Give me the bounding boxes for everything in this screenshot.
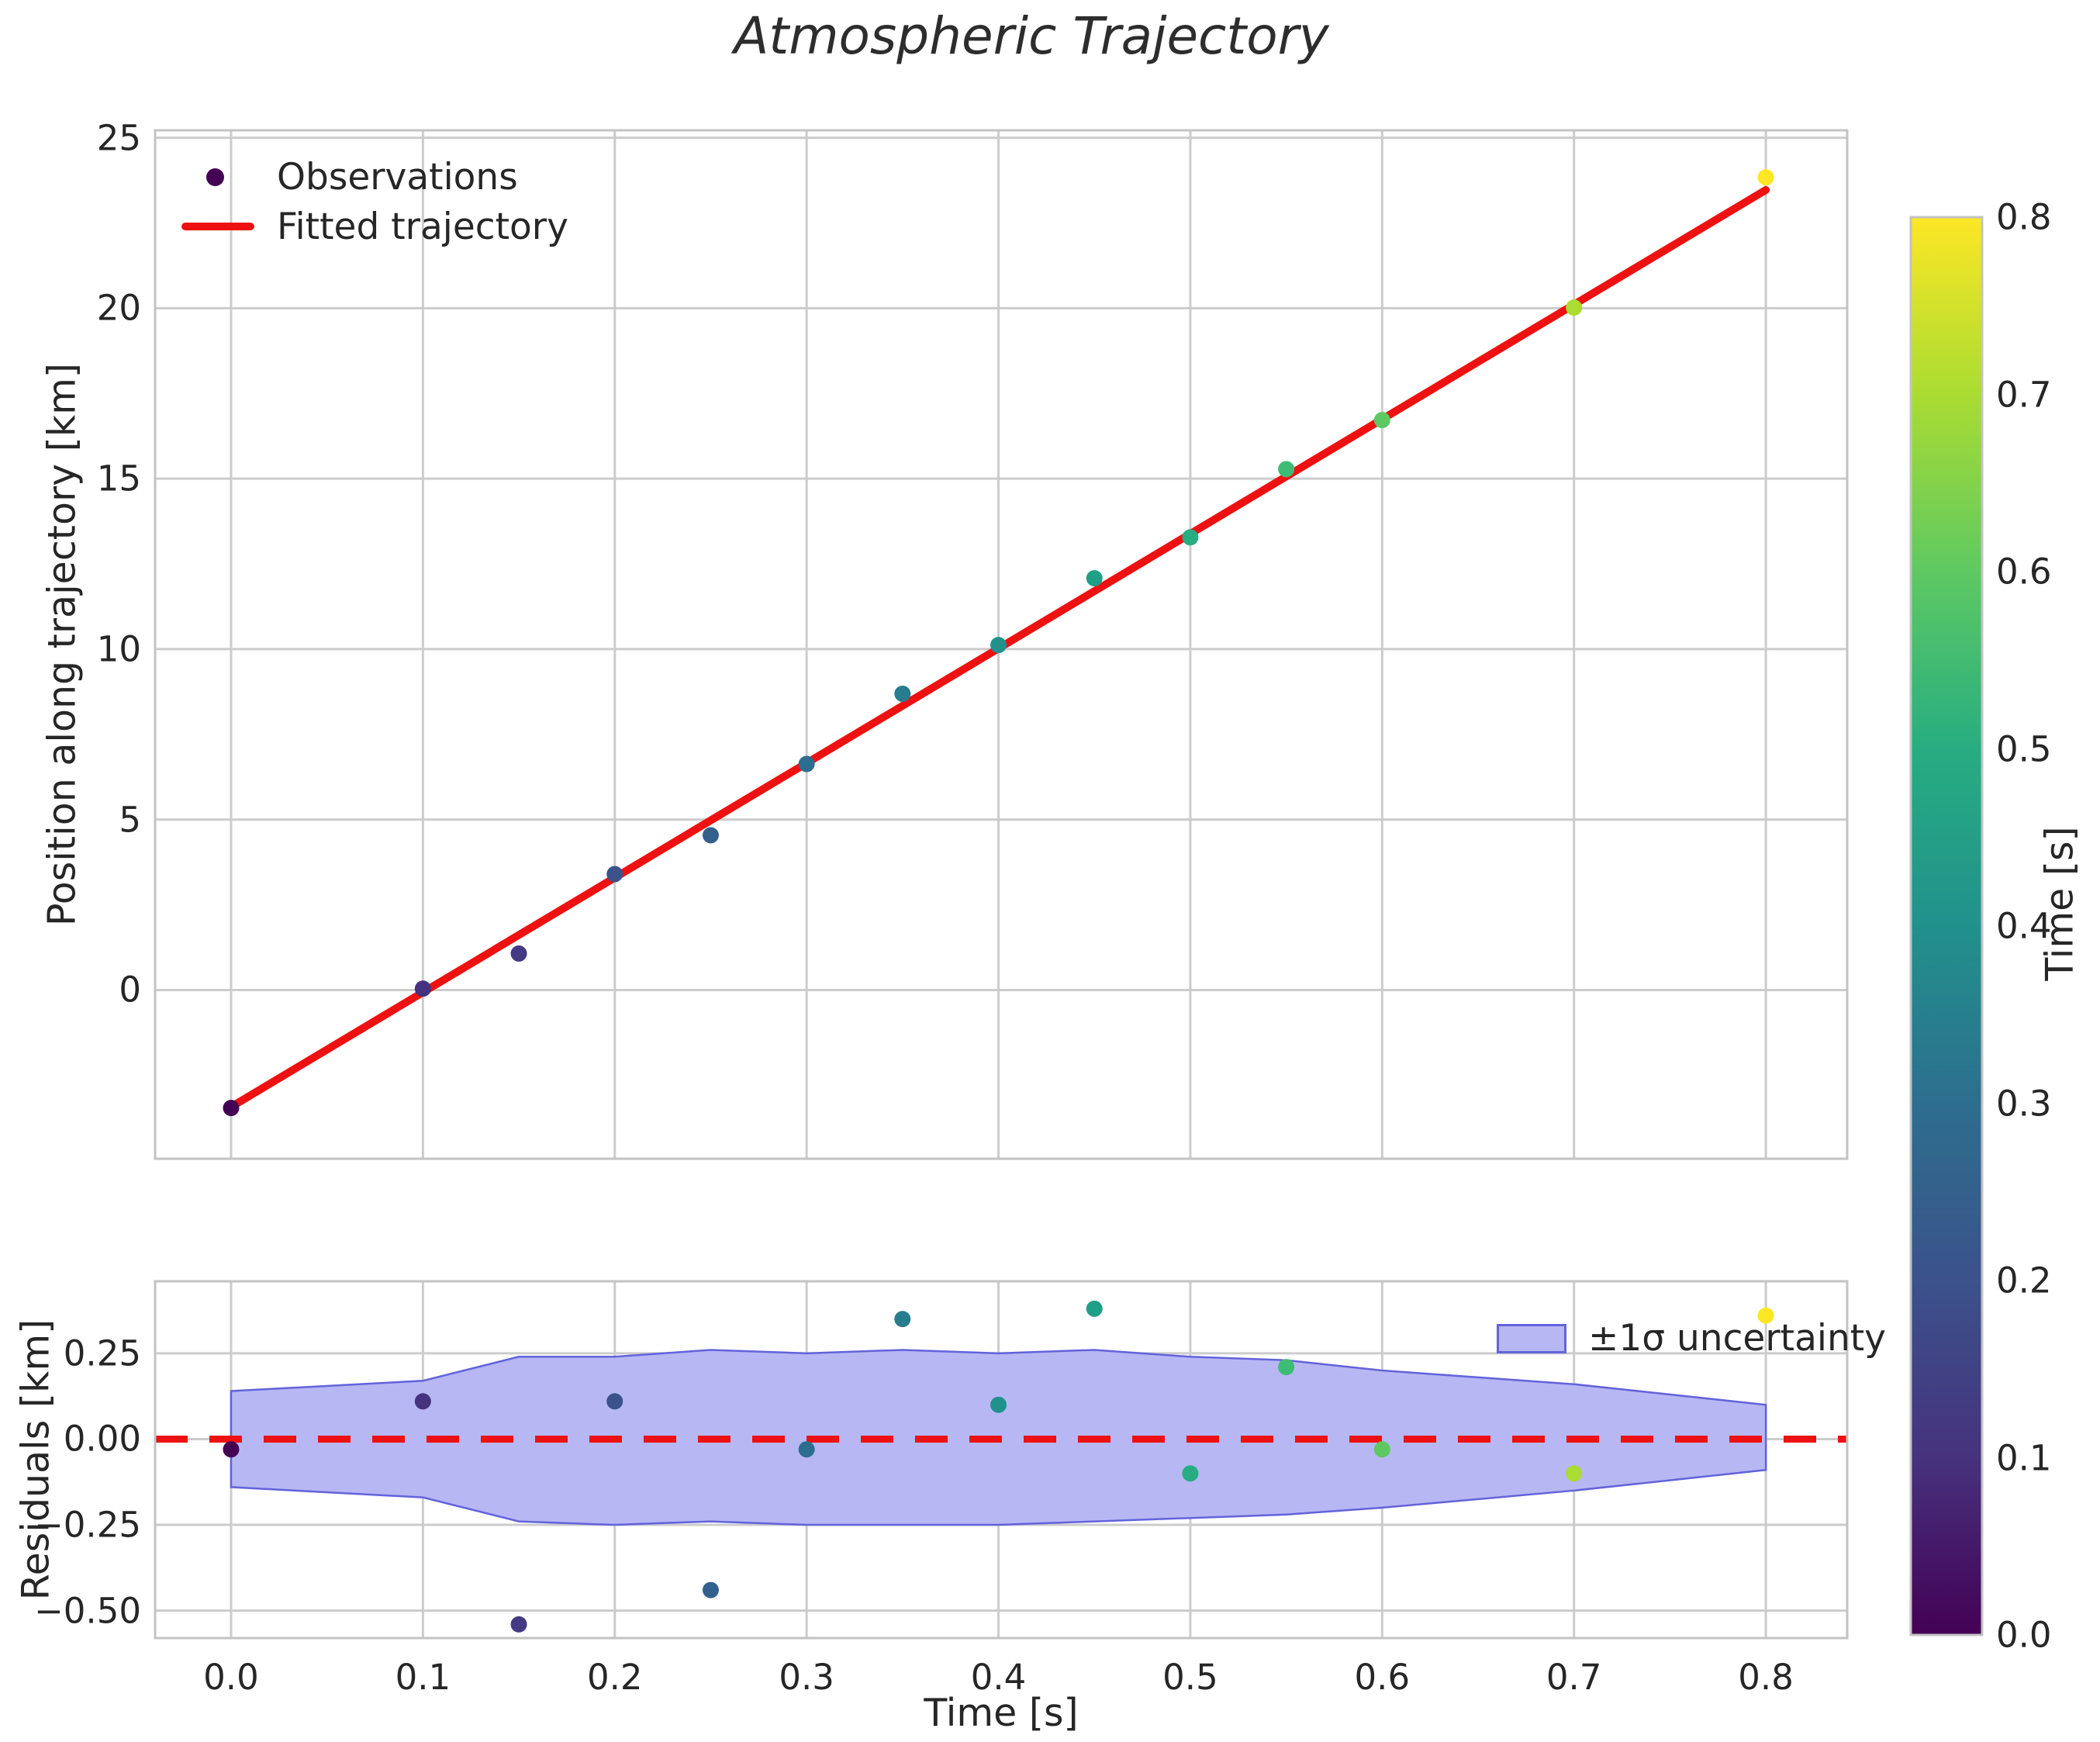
main-axes — [154, 129, 1849, 1160]
main-y-axis-label: Position along trajectory [km] — [40, 362, 85, 927]
residual-point — [990, 1396, 1007, 1413]
colorbar — [1909, 216, 1984, 1637]
observation-point — [798, 755, 815, 772]
x-tick-label: 0.1 — [395, 1657, 451, 1698]
main-legend: Observations Fitted trajectory — [181, 152, 568, 251]
residual-point — [1278, 1359, 1295, 1376]
observation-point — [1182, 529, 1199, 546]
main-y-tick-label: 20 — [96, 287, 141, 329]
legend-entry-fitted: Fitted trajectory — [181, 202, 568, 251]
uncertainty-band-swatch — [1497, 1323, 1566, 1353]
observation-point — [1278, 461, 1295, 478]
residual-point — [414, 1393, 431, 1410]
observation-point — [894, 686, 911, 703]
observation-point — [990, 637, 1007, 654]
residual-y-tick-label: 0.00 — [63, 1418, 141, 1460]
x-tick-label: 0.7 — [1546, 1657, 1602, 1698]
residual-point — [1373, 1441, 1390, 1458]
legend-uncertainty-label: ±1σ uncertainty — [1588, 1317, 1886, 1360]
residual-y-tick-label: −0.50 — [34, 1590, 141, 1632]
colorbar-tick-label: 0.2 — [1996, 1260, 2052, 1301]
colorbar-tick-label: 0.4 — [1996, 905, 2052, 947]
colorbar-tick-label: 0.0 — [1996, 1614, 2052, 1656]
colorbar-gradient — [1909, 216, 1984, 1637]
observations-marker-icon — [206, 168, 224, 186]
colorbar-tick-label: 0.6 — [1996, 551, 2052, 593]
observation-point — [223, 1100, 240, 1117]
residual-point — [1566, 1465, 1583, 1482]
main-y-tick-label: 25 — [96, 117, 141, 159]
residual-point — [894, 1311, 911, 1328]
residual-point — [1182, 1465, 1199, 1482]
observation-point — [1757, 169, 1774, 186]
residual-points — [223, 1300, 1774, 1633]
colorbar-tick-label: 0.5 — [1996, 728, 2052, 769]
observation-point — [414, 980, 431, 997]
x-tick-label: 0.8 — [1738, 1657, 1794, 1698]
residual-point — [702, 1581, 719, 1599]
fitted-line-icon — [181, 223, 254, 230]
colorbar-label: Time [s] — [2037, 826, 2082, 981]
residual-axes-frame — [154, 1280, 1849, 1640]
x-tick-label: 0.3 — [779, 1657, 834, 1698]
x-tick-label: 0.4 — [970, 1657, 1027, 1698]
main-y-tick-label: 0 — [119, 969, 141, 1011]
x-tick-label: 0.6 — [1354, 1657, 1411, 1698]
main-y-tick-label: 10 — [96, 628, 141, 670]
residual-axes — [154, 1280, 1849, 1640]
main-axes-frame — [154, 129, 1849, 1160]
colorbar-tick-label: 0.3 — [1996, 1083, 2052, 1124]
residual-legend: ±1σ uncertainty — [1497, 1317, 1886, 1360]
legend-fitted-label: Fitted trajectory — [277, 205, 568, 248]
observation-point — [606, 866, 623, 883]
legend-observations-label: Observations — [277, 155, 518, 199]
residual-point — [606, 1393, 623, 1410]
x-tick-label: 0.5 — [1162, 1657, 1218, 1698]
residuals-y-axis-label: Residuals [km] — [13, 1319, 58, 1601]
residual-point — [510, 1616, 527, 1633]
colorbar-tick-label: 0.1 — [1996, 1437, 2052, 1478]
residual-point — [223, 1441, 240, 1458]
colorbar-tick-label: 0.7 — [1996, 374, 2052, 415]
residual-point — [798, 1441, 815, 1458]
observation-point — [1373, 412, 1390, 429]
colorbar-tick-label: 0.8 — [1996, 196, 2052, 238]
main-y-tick-label: 15 — [96, 458, 141, 499]
x-tick-label: 0.2 — [586, 1657, 643, 1698]
main-y-tick-label: 5 — [119, 799, 141, 841]
observation-point — [1566, 299, 1583, 316]
residual-point — [1086, 1300, 1103, 1317]
chart-title: Atmospheric Trajectory — [734, 6, 1329, 66]
legend-entry-observations: Observations — [181, 152, 568, 202]
observation-point — [510, 945, 527, 962]
observation-point — [702, 827, 719, 844]
residual-y-tick-label: 0.25 — [63, 1332, 141, 1374]
x-axis-label: Time [s] — [924, 1691, 1079, 1735]
observation-points — [223, 169, 1774, 1117]
x-tick-label: 0.0 — [203, 1657, 259, 1698]
observation-point — [1086, 570, 1103, 587]
residual-y-tick-label: −0.25 — [34, 1504, 141, 1546]
residual-point — [1757, 1307, 1774, 1324]
